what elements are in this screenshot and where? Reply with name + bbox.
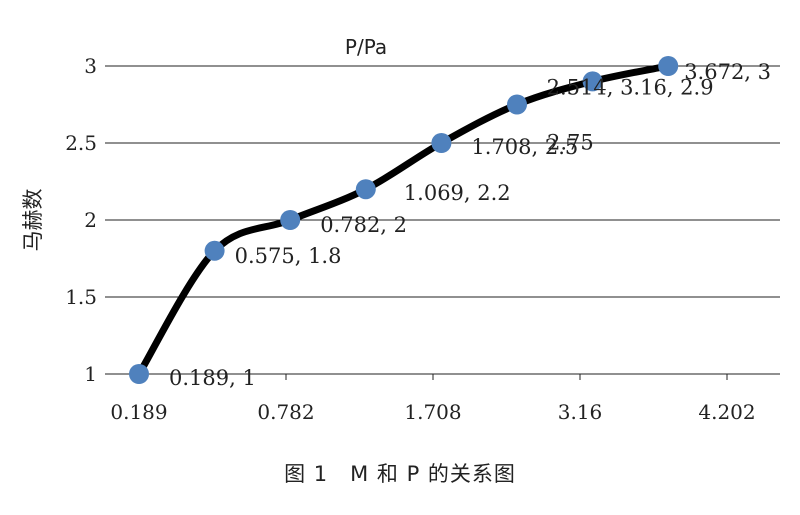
y-tick-label: 1 bbox=[84, 362, 97, 386]
data-label: 1.069, 2.2 bbox=[404, 181, 511, 205]
x-tick-label: 0.189 bbox=[110, 400, 167, 424]
data-label: 0.575, 1.8 bbox=[235, 244, 342, 268]
data-label: 1.708, 2.5 bbox=[471, 135, 578, 159]
data-label: 0.189, 1 bbox=[169, 366, 256, 390]
x-tick-label: 3.16 bbox=[558, 400, 603, 424]
data-point bbox=[507, 94, 527, 115]
x-tick-label: 0.782 bbox=[257, 400, 314, 424]
y-axis-title: 马赫数 bbox=[21, 189, 45, 252]
label-layer: 0.189, 1 0.575, 1.8 0.782, 2 1.069, 2.2 1.70… bbox=[169, 60, 771, 390]
data-point bbox=[280, 210, 301, 230]
grid-layer bbox=[105, 65, 780, 375]
y-tick-label: 1.5 bbox=[65, 285, 97, 309]
data-label: 2.75 bbox=[547, 131, 594, 155]
figure-caption: 图 1 M 和 P 的关系图 bbox=[284, 462, 516, 486]
y-tick-label: 3 bbox=[84, 54, 97, 78]
chart-title: P/Pa bbox=[345, 35, 387, 59]
marker-layer bbox=[129, 56, 679, 384]
data-point bbox=[431, 133, 452, 153]
data-point bbox=[204, 240, 225, 261]
data-point bbox=[658, 56, 679, 76]
data-label: 2.514, 3.16, 2.9 bbox=[547, 75, 714, 99]
y-tick-label: 2.5 bbox=[65, 131, 97, 155]
data-point bbox=[355, 179, 376, 200]
data-point bbox=[129, 364, 149, 384]
data-label: 0.782, 2 bbox=[320, 213, 407, 237]
axis-layer: 1 1.5 2 2.5 3 0.189 0.782 1.708 3.16 4.202 bbox=[65, 54, 755, 424]
x-tick-label: 4.202 bbox=[698, 400, 755, 424]
data-point bbox=[582, 71, 603, 92]
data-label: 3.672, 3 bbox=[684, 60, 771, 84]
y-tick-label: 2 bbox=[84, 208, 97, 232]
x-tick-label: 1.708 bbox=[404, 400, 461, 424]
